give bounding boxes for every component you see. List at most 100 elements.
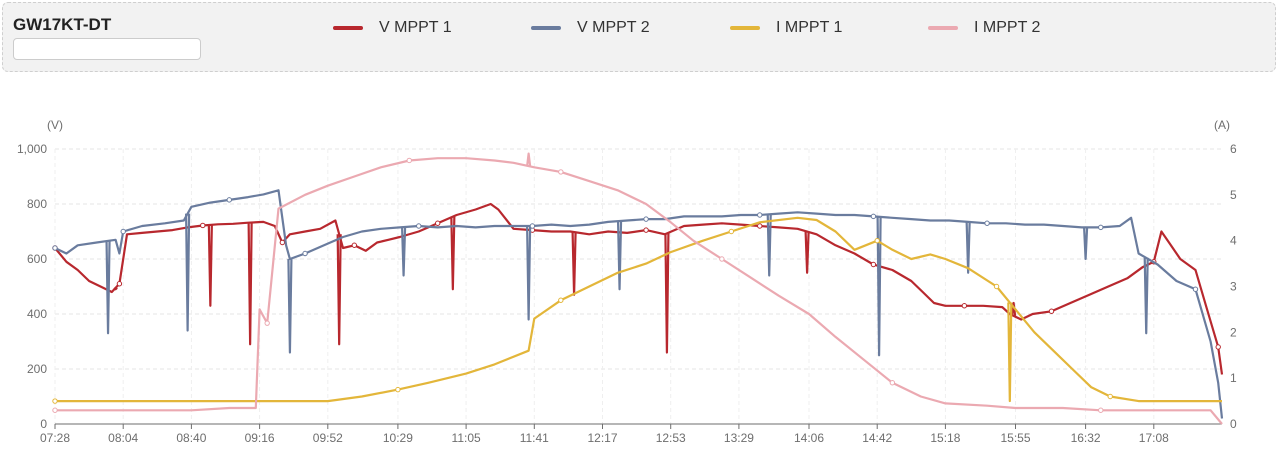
series-point-i-mppt-1 (1107, 393, 1113, 400)
series-point-i-mppt-2 (558, 169, 564, 175)
x-tick-label: 09:52 (313, 431, 343, 445)
x-tick-label: 14:06 (794, 431, 824, 445)
series-spike-v-mppt-2 (185, 213, 191, 332)
y-tick-label-left: 1,000 (17, 142, 47, 156)
series-line-i-mppt-1 (55, 216, 1222, 403)
series-point-v-mppt-1 (116, 281, 123, 287)
legend-item-v-mppt-1[interactable]: V MPPT 1 (333, 17, 452, 39)
series-point-v-mppt-2 (226, 197, 232, 203)
series-spike-v-mppt-1 (571, 232, 577, 296)
y-tick-label-right: 1 (1230, 371, 1237, 385)
x-tick-label: 15:18 (930, 431, 960, 445)
series-point-v-mppt-2 (643, 216, 649, 222)
x-tick-label: 08:40 (176, 431, 206, 445)
x-tick-label: 09:16 (245, 431, 275, 445)
legend-label-i-mppt-1: I MPPT 1 (776, 19, 843, 36)
series-spike-v-mppt-1 (336, 234, 342, 346)
series-point-i-mppt-2 (719, 256, 725, 262)
legend-item-i-mppt-1[interactable]: I MPPT 1 (730, 17, 842, 39)
series-spike-v-mppt-2 (1083, 227, 1089, 261)
y-tick-label-right: 3 (1230, 280, 1237, 294)
legend-item-v-mppt-2[interactable]: V MPPT 2 (531, 17, 650, 39)
series-spike-v-mppt-2 (616, 221, 623, 291)
x-tick-label: 14:42 (862, 431, 892, 445)
legend-item-i-mppt-2[interactable]: I MPPT 2 (928, 17, 1040, 39)
series-spike-v-mppt-2 (287, 258, 293, 354)
series-spike-v-mppt-1 (1011, 301, 1017, 316)
series-point-i-mppt-2 (889, 380, 896, 386)
series-spike-v-mppt-2 (105, 240, 111, 335)
legend-swatch-v-mppt-1 (333, 26, 363, 30)
series-spike-v-mppt-2 (965, 221, 971, 274)
series-spike-v-mppt-2 (526, 225, 532, 321)
x-tick-label: 12:53 (656, 431, 686, 445)
series-spike-v-mppt-1 (804, 231, 810, 274)
legend-label-v-mppt-1: V MPPT 1 (379, 19, 452, 36)
x-tick-label: 08:04 (108, 431, 138, 445)
series-point-v-mppt-1 (1048, 308, 1055, 314)
series-point-v-mppt-1 (434, 220, 441, 226)
series-point-v-mppt-1 (757, 223, 763, 229)
series-point-i-mppt-1 (558, 297, 564, 303)
series-point-v-mppt-1 (1215, 344, 1221, 350)
grid-lines (54, 148, 1222, 425)
legend-swatch-i-mppt-2 (928, 26, 958, 30)
series-point-v-mppt-1 (351, 242, 358, 248)
series-lines[interactable] (52, 152, 1224, 425)
legend-label-v-mppt-2: V MPPT 2 (577, 19, 650, 36)
series-point-v-mppt-2 (120, 228, 126, 235)
y-tick-label-left: 800 (27, 197, 47, 211)
y-tick-label-left: 400 (27, 307, 47, 321)
series-spike-i-mppt-1 (1007, 302, 1013, 403)
y-tick-label-left: 600 (27, 252, 47, 266)
series-point-i-mppt-2 (52, 407, 58, 413)
x-tick-label: 11:41 (520, 431, 549, 445)
series-point-v-mppt-1 (870, 261, 877, 268)
series-spike-v-mppt-2 (1143, 257, 1149, 335)
series-point-v-mppt-2 (984, 220, 990, 226)
y-tick-label-right: 2 (1230, 325, 1237, 339)
series-point-v-mppt-1 (200, 222, 206, 229)
y-axis-label-right: (A) (1214, 118, 1230, 132)
series-point-v-mppt-1 (961, 303, 968, 309)
series-point-i-mppt-1 (993, 283, 1000, 290)
x-tick-label: 07:28 (40, 431, 70, 445)
series-point-v-mppt-2 (416, 223, 422, 229)
series-spike-v-mppt-2 (876, 216, 882, 357)
series-point-i-mppt-1 (395, 386, 401, 393)
x-tick-label: 16:32 (1071, 431, 1101, 445)
y-tick-label-right: 5 (1230, 188, 1237, 202)
series-spike-v-mppt-1 (247, 222, 253, 346)
legend-label-i-mppt-2: I MPPT 2 (974, 19, 1041, 36)
x-tick-label: 12:17 (587, 431, 617, 445)
series-point-v-mppt-2 (302, 250, 308, 257)
mppt-line-chart: 0 200 400 600 800 1,000 0 1 2 3 4 5 6 (V) (A) 07:28 08:0… (17, 118, 1237, 445)
y-axis-label-left: (V) (47, 118, 63, 132)
device-input[interactable] (13, 38, 201, 60)
series-point-i-mppt-2 (264, 320, 270, 326)
series-line-v-mppt-1 (54, 202, 1224, 375)
x-tick-label: 13:29 (724, 431, 754, 445)
legend-swatch-i-mppt-1 (730, 26, 760, 30)
series-point-i-mppt-2 (1098, 407, 1104, 413)
y-tick-label-left: 0 (40, 417, 47, 431)
x-tick-label: 15:55 (1000, 431, 1030, 445)
series-spike-v-mppt-2 (766, 214, 772, 277)
y-tick-label-left: 200 (27, 362, 47, 376)
x-tick-label: 17:08 (1139, 431, 1169, 445)
series-spike-v-mppt-1 (207, 224, 213, 307)
series-point-i-mppt-1 (874, 237, 880, 244)
x-tick-label: 11:05 (452, 431, 481, 445)
y-tick-label-right: 4 (1230, 234, 1237, 248)
series-spike-v-mppt-1 (113, 287, 118, 291)
series-point-v-mppt-2 (757, 212, 763, 218)
series-point-v-mppt-2 (1192, 286, 1199, 292)
axes: 0 200 400 600 800 1,000 0 1 2 3 4 5 6 (V) (A) 07:28 08:0… (17, 118, 1237, 445)
device-header: GW17KT-DT V MPPT 1 V MPPT 2 I MPPT 1 I M… (2, 2, 1276, 72)
x-tick-label: 10:29 (383, 431, 413, 445)
series-spike-v-mppt-1 (664, 233, 670, 354)
series-point-v-mppt-2 (529, 223, 536, 229)
legend-swatch-v-mppt-2 (531, 26, 561, 30)
series-spike-i-mppt-2 (526, 152, 532, 167)
y-tick-label-right: 0 (1230, 417, 1237, 431)
